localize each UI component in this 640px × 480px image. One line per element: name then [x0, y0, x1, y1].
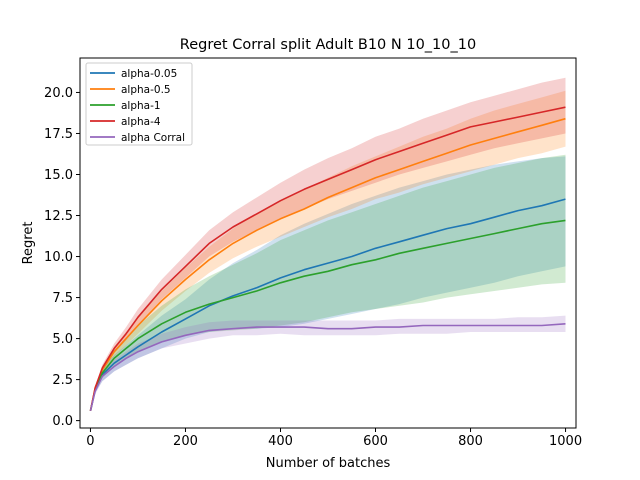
x-tick-label: 600 — [363, 434, 388, 449]
y-tick-label: 0.0 — [52, 414, 73, 429]
line-series-0 — [89, 198, 566, 411]
x-tick-label: 0 — [86, 434, 94, 449]
y-axis-ticks: 0.0 2.5 5.0 7.5 10.0 12.5 15.0 17.5 20.0 — [44, 86, 80, 429]
band-series-3 — [90, 77, 566, 411]
y-tick-label: 5.0 — [52, 332, 73, 347]
line-series-2 — [89, 219, 566, 411]
legend-label-1: alpha-0.5 — [121, 84, 171, 96]
legend-label-4: alpha Corral — [121, 132, 185, 144]
legend-label-2: alpha-1 — [121, 100, 161, 112]
x-tick-label: 200 — [173, 434, 198, 449]
y-tick-label: 12.5 — [44, 209, 73, 224]
band-series-2 — [90, 154, 566, 411]
line-series-3 — [89, 106, 566, 411]
y-tick-label: 10.0 — [44, 250, 73, 265]
series-lines — [89, 106, 566, 411]
y-axis-label: Regret — [21, 222, 36, 265]
plot-area-frame — [79, 57, 577, 429]
chart-title: Regret Corral split Adult B10 N 10_10_10 — [180, 37, 476, 53]
y-tick-label: 7.5 — [52, 291, 73, 306]
line-series-1 — [89, 117, 566, 411]
x-tick-label: 1000 — [549, 434, 582, 449]
x-axis-ticks: 0 200 400 600 800 1000 — [86, 428, 582, 449]
x-axis-label: Number of batches — [266, 456, 391, 471]
y-tick-label: 2.5 — [52, 373, 73, 388]
x-tick-label: 800 — [458, 434, 483, 449]
band-series-0 — [90, 156, 566, 411]
band-series-1 — [90, 90, 566, 411]
y-tick-label: 20.0 — [44, 86, 73, 101]
y-tick-label: 17.5 — [44, 127, 73, 142]
line-series-4 — [89, 323, 566, 411]
legend-label-0: alpha-0.05 — [121, 68, 177, 80]
x-tick-label: 400 — [268, 434, 293, 449]
y-tick-label: 15.0 — [44, 168, 73, 183]
legend-frame — [85, 62, 193, 146]
legend-label-3: alpha-4 — [121, 116, 161, 128]
legend: alpha-0.05 alpha-0.5 alpha-1 alpha-4 alpha C… — [85, 62, 193, 146]
